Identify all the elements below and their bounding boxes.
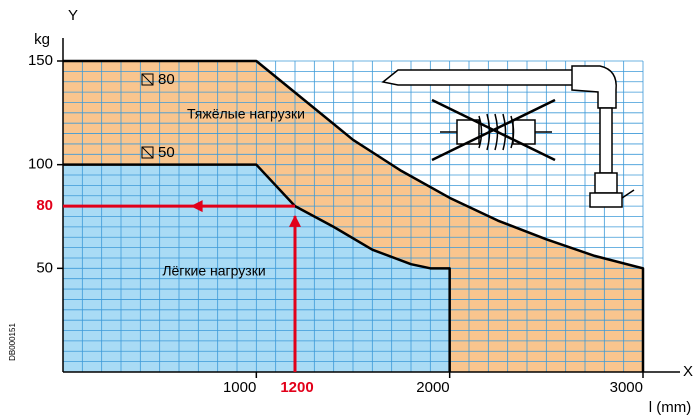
overlay: 50 100 150 1000 2000 3000 80 1200: [28, 52, 644, 396]
highlight-y-label: 80: [36, 197, 53, 214]
y-axis-unit: kg: [34, 31, 50, 48]
y-axis-label: Y: [68, 7, 78, 24]
y-tick-label: 150: [28, 52, 53, 69]
boundary-curve: [63, 163, 451, 372]
arm-illustration: [381, 65, 635, 208]
grid: [63, 60, 644, 372]
x-axis-unit: l (mm): [649, 399, 691, 416]
annotation: 80: [158, 71, 175, 88]
drawing-code: DB000151: [8, 323, 17, 361]
region-label: Тяжёлые нагрузки: [187, 106, 305, 122]
region-label: Лёгкие нагрузки: [162, 263, 265, 279]
x-tick-label: 1000: [223, 379, 256, 396]
boundary-curve: [63, 59, 645, 372]
highlight-x-label: 1200: [280, 379, 313, 396]
annotation: 50: [158, 144, 175, 161]
arrow-head: [190, 200, 203, 213]
x-axis-label: X: [683, 363, 693, 380]
y-tick-label: 50: [36, 259, 53, 276]
y-tick-label: 100: [28, 156, 53, 173]
curves: [63, 59, 645, 372]
x-tick-label: 2000: [416, 379, 449, 396]
section-icon: [141, 73, 154, 159]
x-tick-label: 3000: [610, 379, 643, 396]
